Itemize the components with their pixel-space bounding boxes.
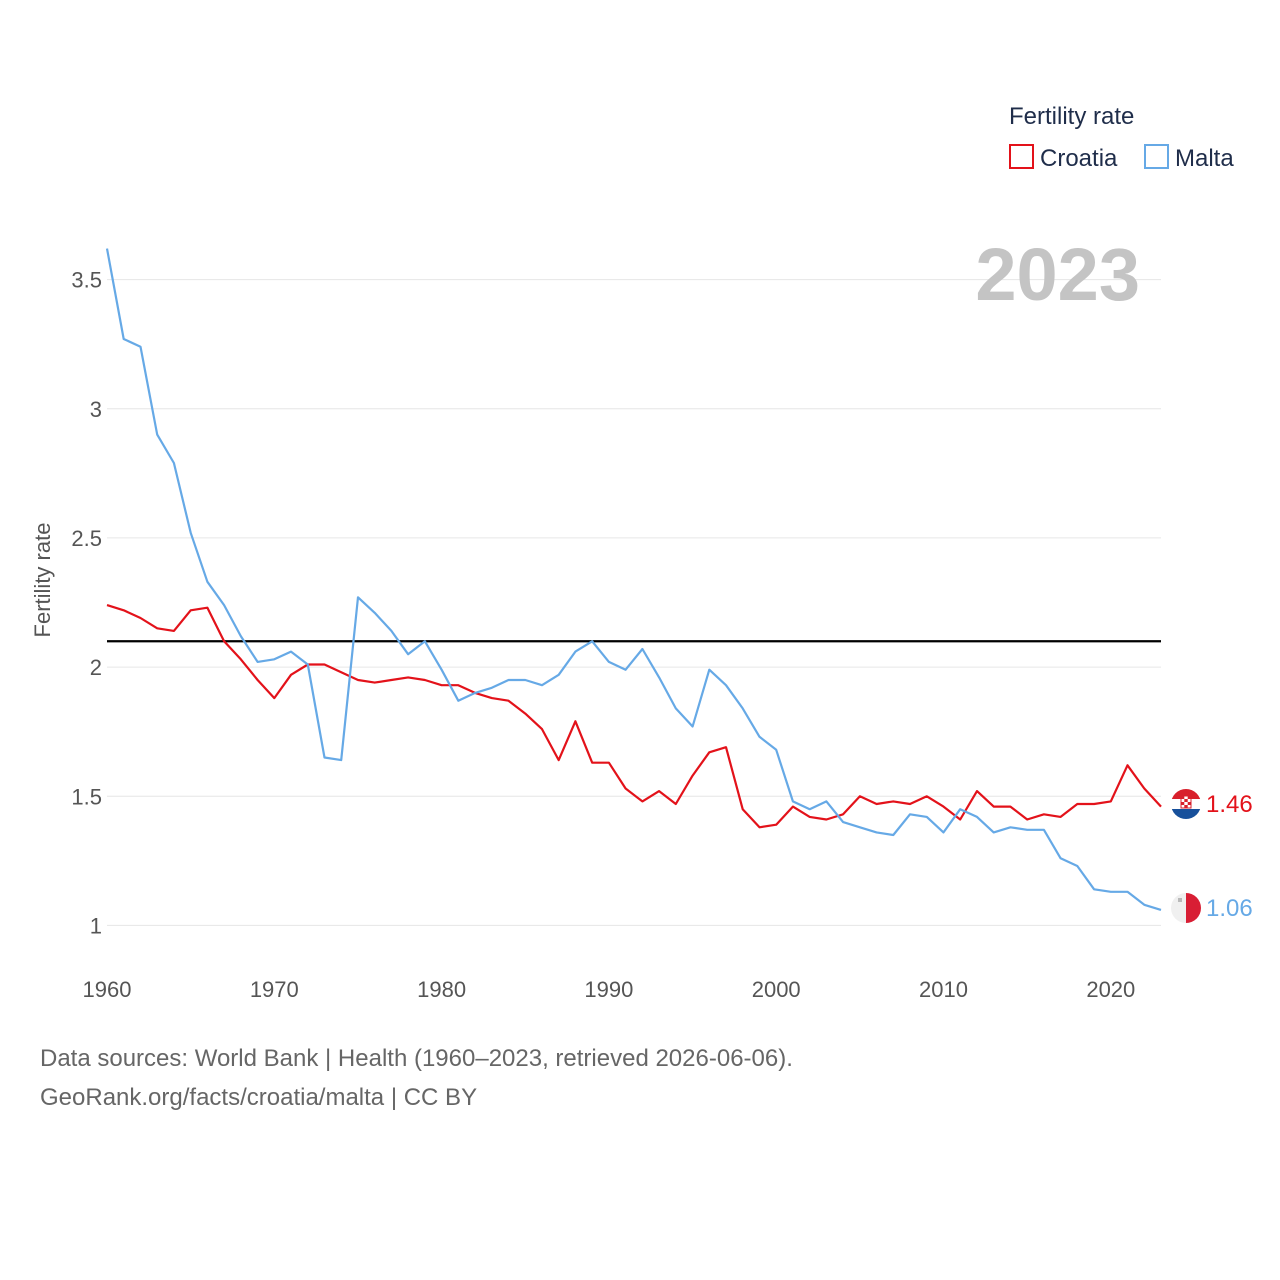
legend-swatch-malta bbox=[1144, 144, 1169, 169]
end-value-croatia: 1.46 bbox=[1206, 791, 1253, 818]
x-tick-label-2: 1980 bbox=[417, 977, 466, 1002]
y-tick-label-4: 3 bbox=[90, 397, 102, 422]
legend-title: Fertility rate bbox=[1009, 103, 1134, 130]
legend-item-croatia[interactable]: Croatia bbox=[1009, 144, 1118, 172]
gridlines bbox=[107, 279, 1161, 926]
end-value-malta: 1.06 bbox=[1206, 895, 1253, 922]
series-line-malta[interactable] bbox=[105, 248, 1162, 911]
y-tick-label-2: 2 bbox=[90, 655, 102, 680]
legend: Fertility rate Croatia Malta bbox=[1009, 103, 1234, 172]
y-tick-label-3: 2.5 bbox=[71, 526, 102, 551]
fertility-rate-chart: 1 1.5 2 2.5 3 3.5 1960 1970 1980 1990 2000 2010 202… bbox=[30, 103, 1253, 1002]
x-tick-label-0: 1960 bbox=[83, 977, 132, 1002]
x-tick-label-4: 2000 bbox=[752, 977, 801, 1002]
legend-label-croatia: Croatia bbox=[1040, 145, 1118, 172]
x-axis-ticks: 1960 1970 1980 1990 2000 2010 2020 bbox=[83, 977, 1136, 1002]
x-tick-label-6: 2020 bbox=[1086, 977, 1135, 1002]
y-tick-label-1: 1.5 bbox=[71, 784, 102, 809]
croatia-flag-icon bbox=[1171, 789, 1201, 819]
footer-sources: Data sources: World Bank | Health (1960–… bbox=[40, 1045, 793, 1072]
y-axis-ticks: 1 1.5 2 2.5 3 3.5 bbox=[71, 268, 102, 939]
x-tick-label-1: 1970 bbox=[250, 977, 299, 1002]
legend-label-malta: Malta bbox=[1175, 145, 1234, 172]
footer-link[interactable]: GeoRank.org/facts/croatia/malta | CC BY bbox=[40, 1084, 478, 1111]
year-label: 2023 bbox=[975, 233, 1140, 316]
malta-flag-icon bbox=[1171, 893, 1201, 923]
series-layer bbox=[105, 248, 1162, 911]
y-tick-label-0: 1 bbox=[90, 913, 102, 938]
series-line-croatia[interactable] bbox=[106, 604, 1162, 829]
x-tick-label-5: 2010 bbox=[919, 977, 968, 1002]
y-axis-title: Fertility rate bbox=[30, 523, 55, 638]
legend-item-malta[interactable]: Malta bbox=[1144, 144, 1234, 172]
x-tick-label-3: 1990 bbox=[584, 977, 633, 1002]
legend-swatch-croatia bbox=[1009, 144, 1034, 169]
y-tick-label-5: 3.5 bbox=[71, 268, 102, 293]
